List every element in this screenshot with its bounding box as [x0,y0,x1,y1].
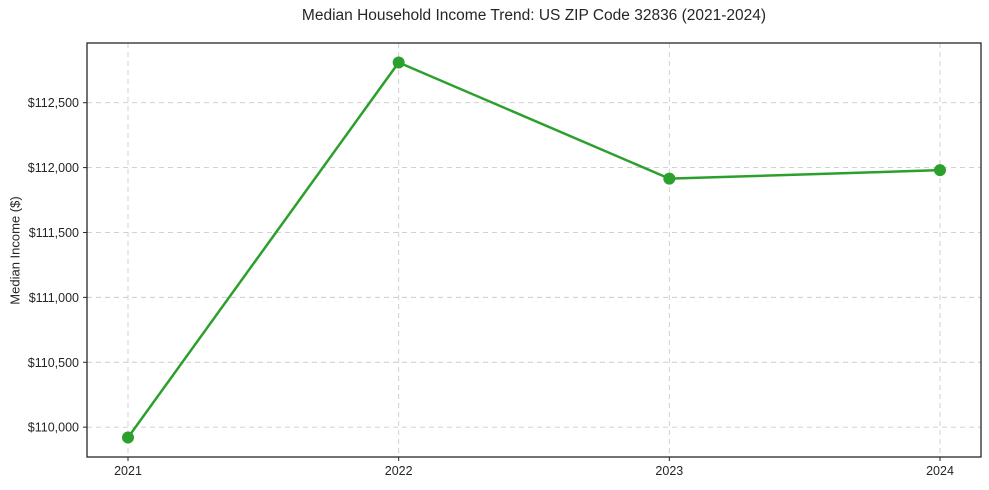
data-point-2021 [122,431,134,444]
plot-border [86,42,982,458]
y-tick-label: $111,500 [29,226,79,240]
y-tick-label: $110,500 [28,356,79,370]
y-tick-label: $112,500 [28,96,79,110]
data-point-2024 [934,164,946,177]
x-tick-label: 2024 [926,464,954,478]
trend-line [126,61,942,439]
x-tick-label: 2022 [385,464,413,478]
x-tick-label: 2021 [114,464,142,478]
chart-title: Median Household Income Trend: US ZIP Co… [301,7,767,24]
y-tick-label: $112,000 [28,161,79,175]
x-tick-label: 2023 [655,464,683,478]
data-point-2023 [663,172,676,185]
y-tick-label: $110,000 [28,421,79,435]
y-tick-label: $111,000 [29,291,79,305]
data-point-2022 [392,56,405,69]
